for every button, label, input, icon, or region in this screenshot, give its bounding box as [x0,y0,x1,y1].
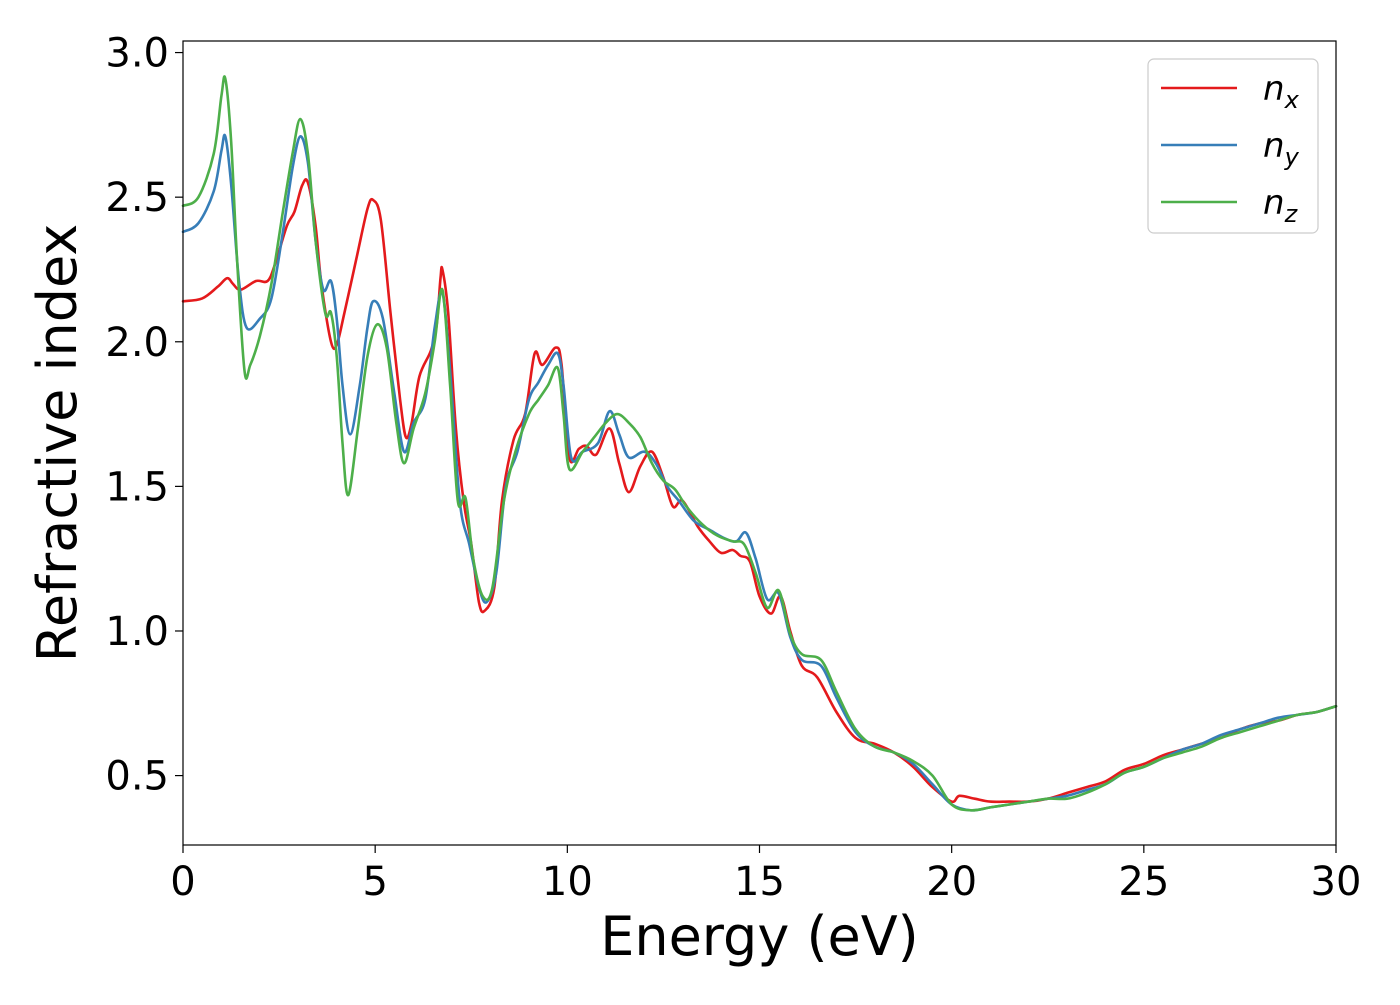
y-tick-label: 1.5 [105,464,169,510]
plot-lines [181,75,1338,812]
y-axis-ticks: 0.5 1.0 1.5 2.0 2.5 3.0 [105,31,183,800]
series-line-z [181,75,1338,812]
y-tick-label: 2.5 [105,175,169,221]
x-axis-title: Energy (eV) [600,905,919,968]
y-tick-label: 1.0 [105,609,169,655]
legend: nx ny nz [1147,58,1319,234]
y-tick-label: 2.0 [105,320,169,366]
x-tick-label: 20 [926,859,977,905]
legend-label-y: ny [1263,126,1300,171]
legend-items: nx ny nz [1161,69,1300,228]
y-axis-title: Refractive index [26,224,89,663]
x-tick-label: 0 [170,859,195,905]
x-tick-label: 5 [362,859,387,905]
x-tick-label: 25 [1118,859,1169,905]
x-tick-label: 10 [542,859,593,905]
legend-label-x: nx [1263,69,1300,114]
x-axis-ticks: 0 5 10 15 20 25 30 [170,845,1361,905]
y-tick-label: 3.0 [105,31,169,77]
x-tick-label: 15 [734,859,785,905]
x-tick-label: 30 [1311,859,1362,905]
legend-label-z: nz [1263,183,1299,228]
y-tick-label: 0.5 [105,754,169,800]
